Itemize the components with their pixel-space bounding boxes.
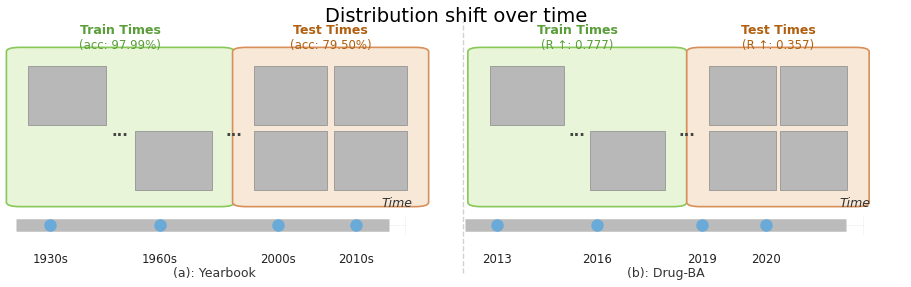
Text: Test Times: Test Times [293, 24, 367, 37]
FancyBboxPatch shape [333, 66, 406, 125]
Text: (a): Yearbook: (a): Yearbook [173, 267, 255, 280]
Text: (R ↑: 0.777): (R ↑: 0.777) [540, 39, 613, 53]
Text: (R ↑: 0.357): (R ↑: 0.357) [741, 39, 814, 53]
Text: ...: ... [678, 124, 694, 139]
FancyBboxPatch shape [232, 47, 428, 207]
FancyBboxPatch shape [135, 131, 212, 190]
Text: (b): Drug-BA: (b): Drug-BA [626, 267, 704, 280]
FancyBboxPatch shape [333, 131, 406, 190]
Text: (acc: 79.50%): (acc: 79.50%) [290, 39, 371, 53]
Text: Train Times: Train Times [537, 24, 617, 37]
FancyBboxPatch shape [489, 66, 564, 125]
FancyBboxPatch shape [254, 131, 327, 190]
Text: 2013: 2013 [482, 253, 511, 265]
Text: 1960s: 1960s [141, 253, 178, 265]
Text: 2000s: 2000s [260, 253, 296, 265]
Text: Train Times: Train Times [80, 24, 160, 37]
FancyBboxPatch shape [708, 131, 775, 190]
FancyBboxPatch shape [467, 47, 686, 207]
Text: Time: Time [381, 197, 412, 210]
Text: Test Times: Test Times [740, 24, 814, 37]
Text: (acc: 97.99%): (acc: 97.99%) [79, 39, 161, 53]
FancyBboxPatch shape [779, 131, 846, 190]
Text: 2020: 2020 [751, 253, 780, 265]
Text: 2010s: 2010s [337, 253, 374, 265]
Text: 2019: 2019 [687, 253, 716, 265]
FancyBboxPatch shape [28, 66, 106, 125]
FancyBboxPatch shape [708, 66, 775, 125]
Text: Distribution shift over time: Distribution shift over time [324, 7, 587, 26]
Text: ...: ... [112, 124, 128, 139]
Text: Time: Time [838, 197, 869, 210]
FancyBboxPatch shape [686, 47, 868, 207]
FancyBboxPatch shape [6, 47, 234, 207]
Text: ...: ... [568, 124, 585, 139]
Text: ...: ... [225, 124, 241, 139]
Text: 1930s: 1930s [32, 253, 68, 265]
FancyBboxPatch shape [254, 66, 327, 125]
FancyBboxPatch shape [589, 131, 664, 190]
Text: 2016: 2016 [582, 253, 611, 265]
FancyBboxPatch shape [779, 66, 846, 125]
